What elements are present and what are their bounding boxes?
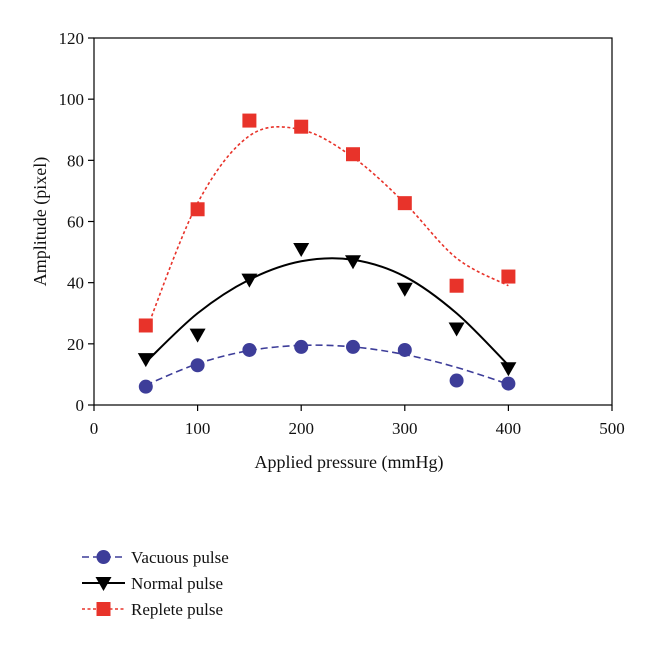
legend-item-replete-pulse: Replete pulse (82, 600, 223, 619)
vacuous-pulse-point-3 (294, 339, 309, 354)
replete-pulse-series (138, 113, 516, 333)
normal-pulse-point-0 (137, 353, 154, 368)
replete-pulse-point-0 (138, 318, 153, 333)
y-tick-label-6: 120 (59, 29, 85, 48)
x-axis-title: Applied pressure (mmHg) (255, 452, 444, 473)
replete-pulse-fit-line (145, 126, 509, 332)
legend-item-normal-pulse: Normal pulse (82, 574, 223, 593)
y-tick-label-1: 20 (67, 335, 84, 354)
x-tick-label-2: 200 (288, 419, 314, 438)
legend-label-replete-pulse: Replete pulse (131, 600, 223, 619)
x-tick-label-5: 500 (599, 419, 625, 438)
replete-pulse-point-5 (397, 196, 412, 211)
normal-pulse-series (137, 243, 517, 377)
x-tick-label-1: 100 (185, 419, 211, 438)
normal-pulse-point-4 (345, 255, 361, 270)
x-tick-label-4: 400 (496, 419, 522, 438)
normal-pulse-point-6 (448, 322, 465, 337)
legend-marker-vacuous-pulse (96, 550, 111, 564)
vacuous-pulse-point-0 (138, 379, 153, 394)
y-tick-label-5: 100 (59, 90, 85, 109)
vacuous-pulse-point-6 (449, 373, 464, 388)
vacuous-pulse-point-5 (397, 342, 412, 357)
x-tick-label-3: 300 (392, 419, 418, 438)
y-tick-label-3: 60 (67, 213, 84, 232)
legend-item-vacuous-pulse: Vacuous pulse (82, 548, 229, 567)
normal-pulse-point-2 (241, 273, 258, 288)
replete-pulse-point-7 (501, 269, 516, 284)
replete-pulse-point-2 (242, 113, 257, 128)
x-tick-label-0: 0 (90, 419, 99, 438)
y-tick-label-4: 80 (67, 151, 84, 170)
vacuous-pulse-point-1 (190, 358, 205, 373)
vacuous-pulse-point-2 (242, 342, 257, 357)
y-tick-label-0: 0 (76, 396, 85, 415)
y-tick-label-2: 40 (67, 274, 84, 293)
legend-marker-normal-pulse (95, 577, 112, 591)
legend-marker-replete-pulse (96, 602, 111, 616)
vacuous-pulse-point-7 (501, 376, 516, 391)
vacuous-pulse-series (138, 339, 516, 394)
y-axis-title: Amplitude (pixel) (30, 157, 51, 286)
normal-pulse-point-1 (189, 328, 206, 343)
legend-label-normal-pulse: Normal pulse (131, 574, 223, 593)
normal-pulse-point-5 (396, 282, 413, 297)
normal-pulse-point-3 (293, 243, 310, 258)
replete-pulse-point-1 (190, 202, 205, 217)
legend-label-vacuous-pulse: Vacuous pulse (131, 548, 229, 567)
vacuous-pulse-point-4 (346, 339, 360, 354)
replete-pulse-point-6 (449, 278, 464, 293)
replete-pulse-point-4 (346, 147, 360, 162)
plot-area: 0 100 200 300 400 500 0 20 40 60 80 100 120 Applied p… (30, 29, 625, 473)
replete-pulse-point-3 (294, 119, 309, 134)
legend: Vacuous pulse Normal pulse Replete pulse (82, 548, 229, 619)
normal-pulse-point-7 (500, 362, 517, 377)
normal-pulse-fit-line (145, 257, 510, 366)
